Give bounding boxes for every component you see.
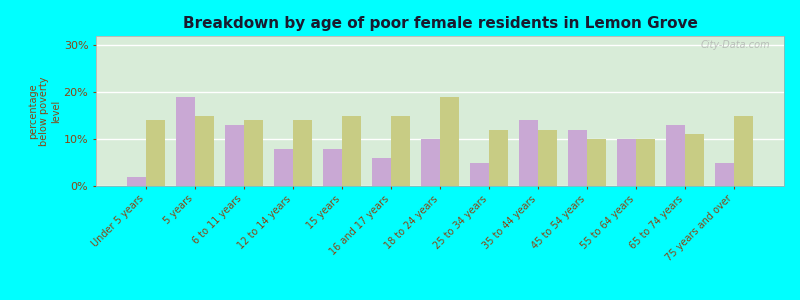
Bar [146, 120, 165, 186]
Bar [127, 177, 146, 186]
Bar [293, 120, 311, 186]
Bar [440, 97, 458, 186]
Bar [391, 116, 410, 186]
Bar [519, 120, 538, 186]
Bar [422, 139, 440, 186]
Y-axis label: percentage
below poverty
level: percentage below poverty level [28, 76, 61, 146]
Bar [587, 139, 606, 186]
Bar [342, 116, 361, 186]
Bar [244, 120, 262, 186]
Bar [323, 148, 342, 186]
Bar [666, 125, 685, 186]
Bar [195, 116, 214, 186]
Bar [176, 97, 195, 186]
Bar [372, 158, 391, 186]
Bar [470, 163, 489, 186]
Bar [636, 139, 654, 186]
Bar [569, 130, 587, 186]
Bar [489, 130, 508, 186]
Title: Breakdown by age of poor female residents in Lemon Grove: Breakdown by age of poor female resident… [182, 16, 698, 31]
Bar [618, 139, 636, 186]
Bar [538, 130, 557, 186]
Bar [734, 116, 753, 186]
Bar [274, 148, 293, 186]
Bar [226, 125, 244, 186]
Bar [685, 134, 704, 186]
Text: City-Data.com: City-Data.com [701, 40, 770, 50]
Bar [715, 163, 734, 186]
